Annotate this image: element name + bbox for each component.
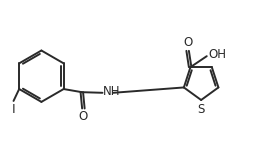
Text: I: I: [12, 103, 15, 116]
Text: OH: OH: [208, 48, 226, 61]
Text: NH: NH: [103, 85, 120, 98]
Text: S: S: [198, 103, 205, 116]
Text: O: O: [183, 36, 193, 49]
Text: O: O: [79, 110, 88, 123]
